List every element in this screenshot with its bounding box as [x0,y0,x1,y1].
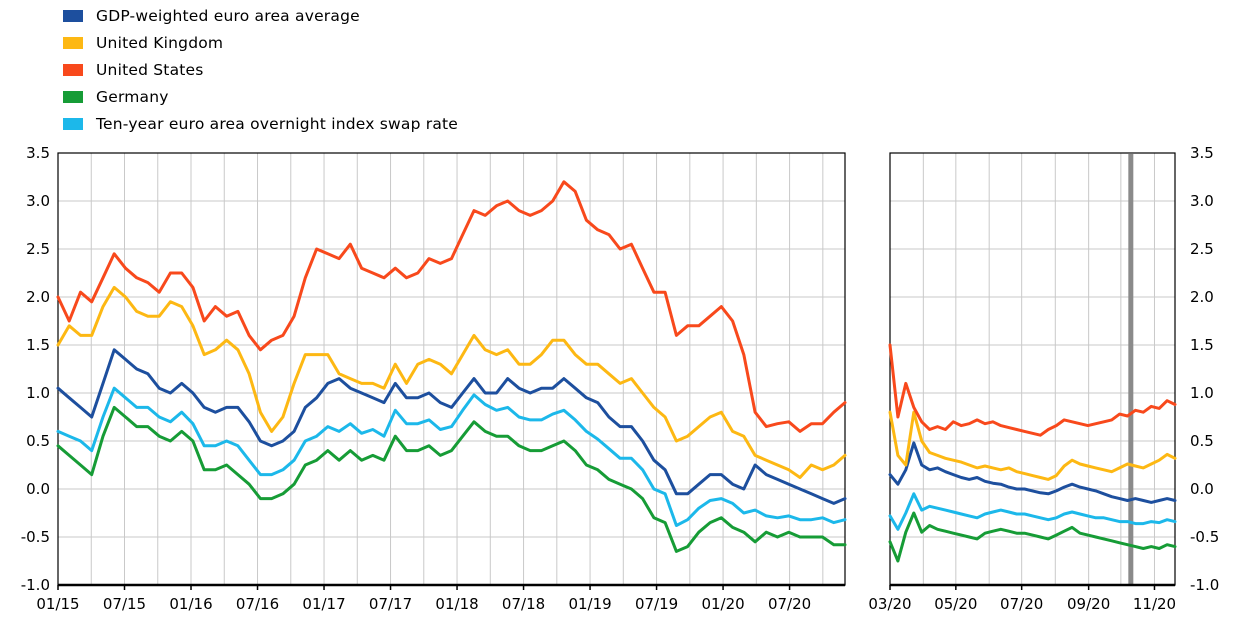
y-tick-label-right: -0.5 [1190,528,1219,546]
legend-swatch-euro-area [63,10,83,22]
y-tick-label-left: -1.0 [21,576,50,594]
series-line-main [56,405,847,553]
y-tick-label-right: 3.5 [1190,144,1214,162]
y-tick-label-left: 1.0 [26,384,50,402]
y-tick-label-left: 3.0 [26,192,50,210]
x-tick-label: 01/18 [435,595,478,613]
panel-zoom: 03/20 05/20 07/20 09/20 11/20 [868,152,1177,613]
legend-swatch-united-states [63,64,83,76]
legend-label-united-kingdom: United Kingdom [96,34,224,52]
legend-swatch-united-kingdom [63,37,83,49]
x-tick-label: 07/15 [103,595,146,613]
y-tick-label-left: -0.5 [21,528,50,546]
y-tick-label-left: 1.5 [26,336,50,354]
x-tick-label: 07/20 [1000,595,1043,613]
x-tick-label: 07/16 [236,595,279,613]
y-tick-label-right: 2.0 [1190,288,1214,306]
series-line-zoom [888,492,1177,531]
legend: GDP-weighted euro area average United Ki… [63,6,458,134]
panel-main: 01/15 07/15 01/16 07/16 01/17 07/17 01/18 07/18… [36,152,847,613]
legend-item-united-states: United States [63,60,458,80]
y-tick-label-left: 3.5 [26,144,50,162]
x-tick-label: 05/20 [934,595,977,613]
y-tick-label-left: 2.5 [26,240,50,258]
y-axis-labels: 3.5 3.5 3.0 3.0 2.5 2.5 2.0 2.0 1.5 1.5 1.0 1.0 0.5 0… [21,144,1220,594]
x-tick-label: 01/17 [302,595,345,613]
y-tick-label-right: 2.5 [1190,240,1214,258]
x-tick-label: 07/17 [369,595,412,613]
legend-label-germany: Germany [96,88,169,106]
x-tick-label: 09/20 [1067,595,1110,613]
series-line-zoom [888,511,1177,563]
plot-frame [57,152,846,586]
legend-item-euro-area: GDP-weighted euro area average [63,6,458,26]
y-tick-label-left: 0.0 [26,480,50,498]
legend-item-ois: Ten-year euro area overnight index swap … [63,114,458,134]
legend-label-ois: Ten-year euro area overnight index swap … [96,115,459,133]
y-tick-label-right: 3.0 [1190,192,1214,210]
y-tick-label-left: 2.0 [26,288,50,306]
legend-swatch-germany [63,91,83,103]
series-line-main [56,348,847,505]
x-tick-label: 07/18 [502,595,545,613]
x-tick-label: 07/20 [768,595,811,613]
series-line-main [56,386,847,527]
series-line-zoom [888,410,1177,481]
legend-item-united-kingdom: United Kingdom [63,33,458,53]
y-tick-label-right: -1.0 [1190,576,1219,594]
y-tick-label-left: 0.5 [26,432,50,450]
series-line-zoom [888,441,1177,504]
legend-label-euro-area: GDP-weighted euro area average [96,7,360,25]
x-tick-label: 11/20 [1133,595,1176,613]
legend-item-germany: Germany [63,87,458,107]
legend-swatch-ois [63,118,83,130]
x-tick-label: 07/19 [635,595,678,613]
y-tick-label-right: 0.0 [1190,480,1214,498]
x-tick-label: 01/19 [568,595,611,613]
y-tick-label-right: 0.5 [1190,432,1214,450]
x-tick-label: 01/16 [169,595,212,613]
series-line-main [56,285,847,479]
x-tick-label: 01/20 [701,595,744,613]
x-tick-label: 01/15 [36,595,79,613]
y-tick-label-right: 1.0 [1190,384,1214,402]
legend-label-united-states: United States [96,61,204,79]
y-tick-label-right: 1.5 [1190,336,1214,354]
x-tick-label: 03/20 [868,595,911,613]
series-line-zoom [888,343,1177,437]
series-line-main [56,180,847,433]
